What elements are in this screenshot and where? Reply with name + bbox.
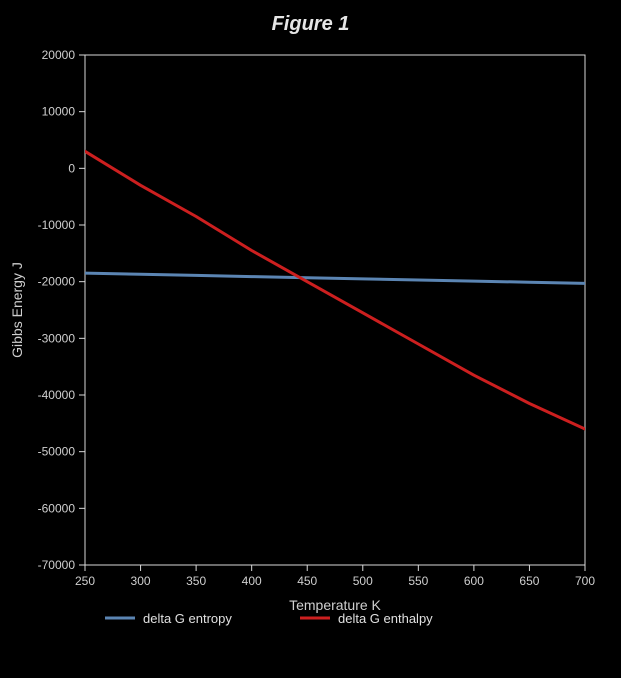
y-tick-label: 20000 xyxy=(42,48,76,62)
y-tick-label: -20000 xyxy=(38,275,76,289)
legend-label-entropy: delta G entropy xyxy=(143,611,232,626)
x-tick-label: 500 xyxy=(353,574,373,588)
y-axis-label: Gibbs Energy J xyxy=(9,262,25,358)
y-tick-label: -40000 xyxy=(38,388,76,402)
plot-area xyxy=(85,55,585,565)
legend-label-enthalpy: delta G enthalpy xyxy=(338,611,433,626)
y-tick-label: -30000 xyxy=(38,331,76,345)
x-tick-label: 350 xyxy=(186,574,206,588)
x-tick-label: 650 xyxy=(519,574,539,588)
x-tick-label: 400 xyxy=(242,574,262,588)
y-tick-label: 0 xyxy=(68,161,75,175)
x-tick-label: 700 xyxy=(575,574,595,588)
y-tick-label: -10000 xyxy=(38,218,76,232)
chart-container: Figure 1 250 300 350 400 450 500 550 600 650 700 -7… xyxy=(0,0,621,678)
y-tick-label: -50000 xyxy=(38,445,76,459)
x-tick-label: 450 xyxy=(297,574,317,588)
line-chart: Figure 1 250 300 350 400 450 500 550 600 650 700 -7… xyxy=(0,0,621,678)
y-tick-label: -70000 xyxy=(38,558,76,572)
x-tick-label: 300 xyxy=(131,574,151,588)
x-tick-label: 600 xyxy=(464,574,484,588)
y-tick-label: 10000 xyxy=(42,105,76,119)
x-tick-label: 250 xyxy=(75,574,95,588)
chart-title: Figure 1 xyxy=(272,13,350,35)
y-tick-label: -60000 xyxy=(38,501,76,515)
x-tick-label: 550 xyxy=(408,574,428,588)
